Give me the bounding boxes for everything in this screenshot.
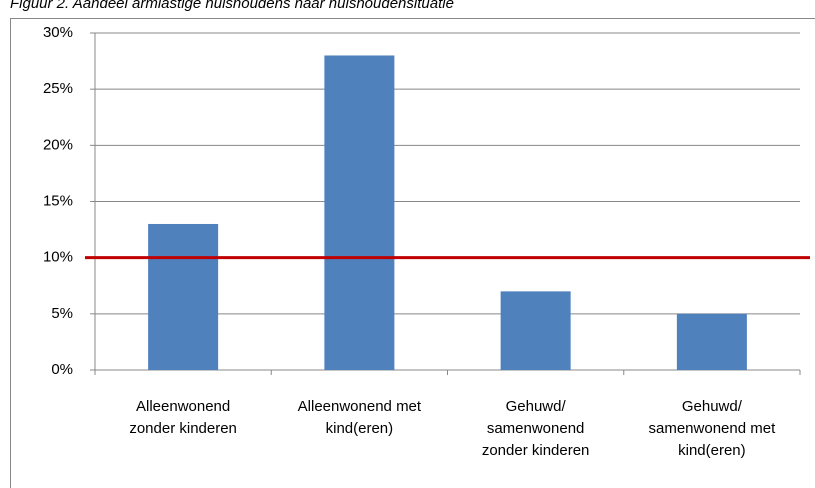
x-tick-label: Gehuwd/ samenwonend zonder kinderen: [481, 398, 590, 459]
y-tick-label: 30%: [43, 24, 73, 41]
y-tick-label: 0%: [51, 361, 73, 378]
y-tick-label: 15%: [43, 192, 73, 209]
y-tick-label: 20%: [43, 136, 73, 153]
y-tick-label: 25%: [43, 80, 73, 97]
bar: [500, 291, 571, 370]
x-tick-label: Alleenwonend met kind(eren): [297, 398, 422, 437]
chart-title: Figuur 2. Aandeel armlastige huishoudens…: [10, 0, 454, 12]
x-tick-label: Alleenwonend zonder kinderen: [129, 398, 237, 437]
y-tick-label: 5%: [51, 305, 73, 322]
bar: [676, 313, 747, 370]
chart-border: [10, 18, 815, 488]
bar: [324, 55, 395, 370]
y-tick-label: 10%: [43, 249, 73, 266]
x-tick-label: Gehuwd/ samenwonend met kind(eren): [648, 398, 776, 459]
bar: [148, 223, 219, 370]
